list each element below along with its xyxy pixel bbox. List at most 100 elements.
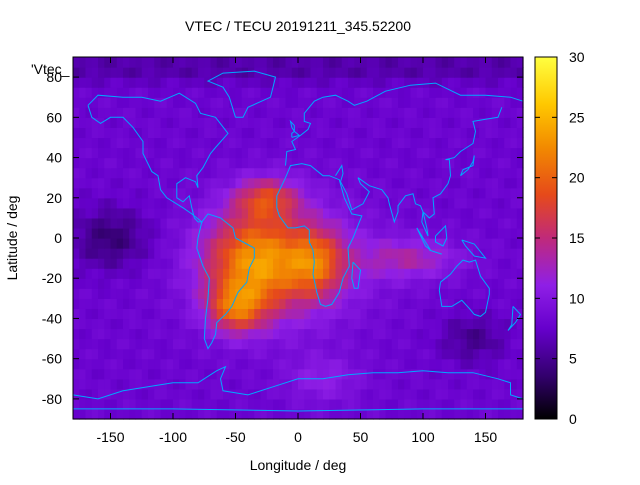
heatmap-cell	[123, 197, 130, 209]
heatmap-cell	[266, 268, 274, 279]
heatmap-cell	[273, 107, 280, 118]
heatmap-cell	[473, 298, 480, 309]
heatmap-cell	[185, 207, 193, 219]
heatmap-cell	[373, 207, 380, 219]
heatmap-cell	[429, 177, 437, 189]
heatmap-cell	[429, 288, 437, 299]
heatmap-cell	[235, 318, 243, 330]
heatmap-cell	[516, 57, 524, 68]
heatmap-cell	[198, 137, 205, 149]
heatmap-cell	[435, 408, 443, 420]
heatmap-cell	[98, 308, 105, 320]
chart-title: VTEC / TECU 20191211_345.52200	[185, 18, 411, 34]
heatmap-cell	[148, 107, 155, 118]
heatmap-cell	[448, 358, 455, 370]
heatmap-cell	[323, 67, 330, 78]
heatmap-cell	[154, 238, 162, 249]
heatmap-cell	[191, 107, 199, 118]
heatmap-cell	[491, 217, 499, 229]
heatmap-cell	[216, 378, 224, 390]
heatmap-cell	[260, 117, 268, 128]
heatmap-cell	[366, 328, 374, 340]
heatmap-cell	[160, 318, 168, 330]
heatmap-cell	[391, 368, 399, 380]
heatmap-cell	[341, 157, 349, 169]
heatmap-cell	[98, 207, 105, 219]
heatmap-cell	[391, 217, 399, 229]
heatmap-cell	[373, 348, 380, 360]
heatmap-cell	[285, 308, 293, 320]
heatmap-cell	[473, 288, 480, 299]
heatmap-cell	[241, 117, 249, 128]
heatmap-cell	[116, 147, 124, 159]
heatmap-cell	[135, 248, 143, 259]
heatmap-cell	[160, 308, 168, 320]
heatmap-cell	[85, 97, 93, 108]
heatmap-cell	[485, 358, 493, 370]
heatmap-cell	[298, 388, 305, 400]
heatmap-cell	[379, 388, 387, 400]
heatmap-cell	[223, 378, 230, 390]
heatmap-cell	[160, 187, 168, 199]
heatmap-cell	[173, 177, 180, 189]
heatmap-cell	[379, 298, 387, 309]
heatmap-cell	[98, 107, 105, 118]
heatmap-cell	[104, 378, 112, 390]
heatmap-cell	[448, 207, 455, 219]
heatmap-cell	[373, 97, 380, 108]
heatmap-cell	[310, 358, 318, 370]
heatmap-cell	[435, 117, 443, 128]
heatmap-cell	[85, 147, 93, 159]
heatmap-cell	[304, 167, 312, 179]
heatmap-cell	[423, 107, 430, 118]
heatmap-cell	[98, 167, 105, 179]
heatmap-cell	[279, 77, 287, 88]
heatmap-cell	[235, 338, 243, 350]
heatmap-cell	[129, 408, 137, 420]
heatmap-cell	[516, 217, 524, 229]
heatmap-cell	[416, 157, 424, 169]
heatmap-cell	[366, 197, 374, 209]
heatmap-cell	[223, 388, 230, 400]
heatmap-cell	[179, 348, 187, 360]
heatmap-cell	[441, 227, 449, 239]
heatmap-cell	[248, 197, 255, 209]
heatmap-cell	[423, 288, 430, 299]
heatmap-cell	[173, 298, 180, 309]
heatmap-cell	[473, 358, 480, 370]
heatmap-cell	[110, 177, 118, 189]
heatmap-cell	[85, 227, 93, 239]
heatmap-cell	[179, 167, 187, 179]
heatmap-cell	[398, 157, 405, 169]
coastline-path	[357, 107, 503, 237]
heatmap-cell	[154, 187, 162, 199]
heatmap-cell	[116, 408, 124, 420]
heatmap-cell	[123, 358, 130, 370]
heatmap-cell	[341, 308, 349, 320]
heatmap-cell	[154, 227, 162, 239]
heatmap-cell	[285, 147, 293, 159]
heatmap-cell	[148, 97, 155, 108]
heatmap-cell	[479, 127, 487, 139]
heatmap-cell	[385, 268, 393, 279]
heatmap-cell	[366, 157, 374, 169]
heatmap-cell	[341, 77, 349, 88]
heatmap-cell	[173, 147, 180, 159]
heatmap-cell	[373, 258, 380, 269]
heatmap-cell	[279, 87, 287, 98]
heatmap-cell	[204, 117, 212, 128]
heatmap-cell	[266, 67, 274, 78]
heatmap-cell	[504, 227, 512, 239]
heatmap-cell	[473, 147, 480, 159]
heatmap-cell	[423, 197, 430, 209]
heatmap-cell	[404, 167, 412, 179]
heatmap-cell	[516, 398, 524, 410]
heatmap-cell	[154, 117, 162, 128]
heatmap-cell	[254, 187, 262, 199]
heatmap-cell	[266, 87, 274, 98]
heatmap-cell	[416, 217, 424, 229]
heatmap-cell	[285, 117, 293, 128]
heatmap-cell	[235, 328, 243, 340]
heatmap-cell	[185, 157, 193, 169]
heatmap-cell	[273, 177, 280, 189]
